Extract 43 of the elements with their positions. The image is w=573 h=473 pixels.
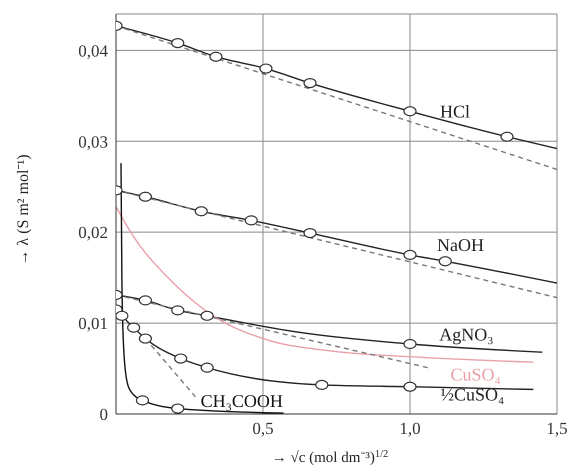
series-label: CH₃COOH [200, 391, 283, 412]
point [403, 106, 417, 116]
point [127, 322, 140, 333]
line-series [116, 206, 534, 363]
x-axis-title: → √c (mol dm⁻³)$^{1/2}$ [272, 448, 388, 466]
point [171, 38, 184, 48]
point [500, 132, 514, 142]
line-series [120, 162, 284, 414]
point [244, 215, 258, 226]
x-tick-label: 0,5 [252, 419, 274, 438]
point [403, 382, 417, 392]
series-label: ½CuSO₄ [440, 384, 504, 405]
point [171, 305, 184, 316]
series-label: NaOH [437, 235, 484, 256]
series-label: HCl [440, 102, 470, 122]
point [200, 310, 214, 321]
y-tick-label: 0,02 [78, 223, 108, 242]
point [403, 338, 417, 350]
series-label: AgNO₃ [439, 324, 494, 344]
point [138, 192, 152, 202]
y-tick-label: 0,03 [78, 132, 108, 152]
x-tick-label: 1,5 [546, 419, 568, 438]
point [403, 250, 417, 260]
point [194, 206, 208, 216]
point [200, 362, 214, 373]
point [209, 52, 223, 62]
x-tick-label: 1,0 [399, 419, 421, 438]
point [136, 395, 150, 406]
point [303, 228, 317, 238]
y-tick-label: 0,01 [78, 314, 108, 334]
point [116, 310, 128, 321]
point [138, 333, 152, 344]
point [138, 295, 152, 306]
point [315, 380, 328, 390]
point [259, 63, 273, 74]
y-tick-label: 0,04 [78, 41, 108, 60]
point [174, 353, 188, 364]
point [171, 403, 184, 414]
series-label: CuSO₄ [450, 364, 501, 384]
y-axis-title: → λ (S m² mol⁻¹) [15, 154, 32, 266]
y-tick-label: 0 [100, 405, 108, 424]
point [303, 78, 317, 88]
point [438, 256, 452, 266]
